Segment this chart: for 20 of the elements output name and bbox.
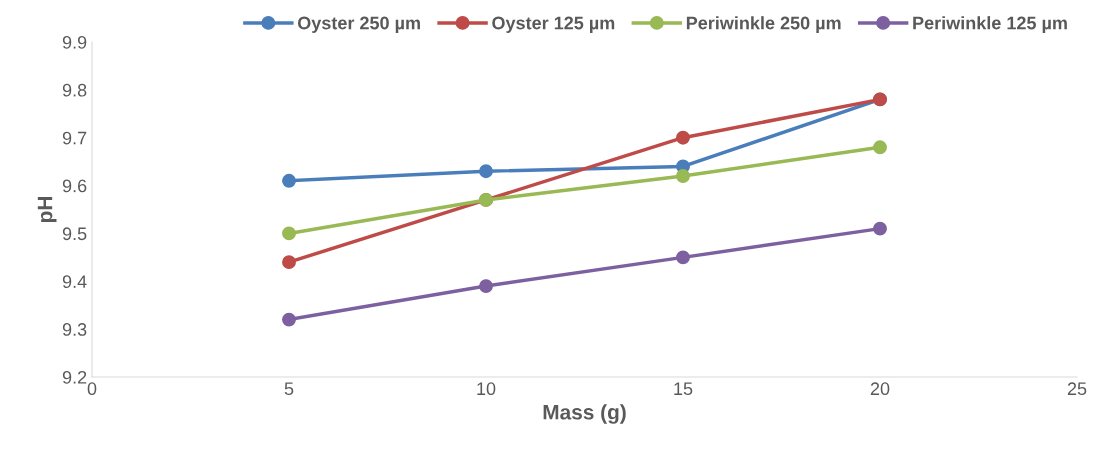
- x-tick-label: 0: [87, 382, 97, 396]
- y-tick-label: 9.3: [62, 323, 87, 336]
- y-tick-label: 9.5: [62, 227, 87, 241]
- x-tick-label: 5: [284, 382, 294, 396]
- x-tick-label: 10: [477, 382, 496, 396]
- x-tick-label: 15: [674, 382, 693, 396]
- x-tick-label: 25: [1067, 382, 1087, 396]
- x-axis-title: Mass (g): [543, 404, 626, 424]
- y-tick-label: 9.9: [62, 35, 87, 49]
- y-tick-label: 9.6: [62, 179, 87, 193]
- y-tick-label: 9.8: [62, 83, 87, 97]
- legend-label: Periwinkle 125 µm: [913, 16, 1067, 33]
- legend-label: Periwinkle 250 µm: [686, 16, 841, 33]
- y-tick-label: 9.2: [62, 370, 87, 384]
- legend-label: Oyster 250 µm: [297, 16, 420, 33]
- y-tick-label: 9.7: [62, 131, 87, 145]
- x-tick-label: 20: [870, 382, 890, 396]
- y-axis-title: pH: [37, 197, 57, 223]
- legend-label: Oyster 125 µm: [492, 16, 615, 33]
- y-tick-label: 9.4: [62, 275, 87, 289]
